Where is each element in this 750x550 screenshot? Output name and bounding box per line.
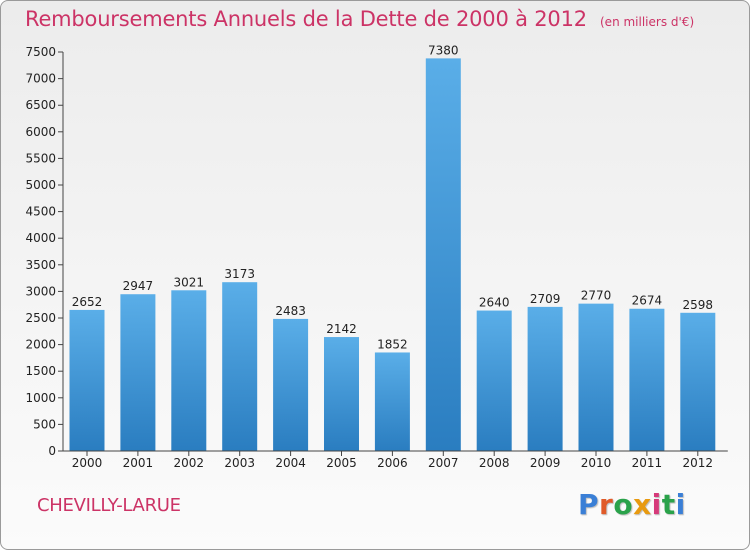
y-tick-label: 3500 — [25, 258, 56, 272]
bar-2001 — [120, 294, 156, 451]
logo-letter: i — [651, 488, 662, 521]
proxiti-logo[interactable]: Proxiti — [578, 488, 686, 521]
bar-2000 — [69, 309, 105, 451]
bar-2002 — [171, 290, 207, 451]
bar-2003 — [222, 282, 258, 451]
bar-2012 — [680, 312, 716, 451]
commune-name: CHEVILLY-LARUE — [37, 495, 181, 516]
y-tick-label: 4000 — [25, 231, 56, 245]
logo-letter: t — [661, 488, 676, 521]
y-tick-label: 4500 — [25, 205, 56, 219]
bars — [69, 58, 716, 451]
x-tick-label-2001: 2001 — [123, 456, 154, 470]
y-tick-label: 5000 — [25, 178, 56, 192]
logo-letter: r — [599, 488, 614, 521]
y-tick-label: 7000 — [25, 72, 56, 86]
bar-2007 — [425, 58, 461, 451]
bar-2010 — [578, 303, 614, 451]
bar-2009 — [527, 306, 563, 451]
chart-header: Remboursements Annuels de la Dette de 20… — [25, 7, 694, 31]
x-axis: 2000 2001 2002 2003 2004 2005 2006 2007 2008 2009… — [63, 450, 728, 470]
x-tick-label-2010: 2010 — [581, 456, 612, 470]
data-label-2004: 2483 — [275, 304, 306, 318]
data-label-2009: 2709 — [530, 292, 561, 306]
x-tick-label-2005: 2005 — [326, 456, 357, 470]
y-tick-label: 1000 — [25, 391, 56, 405]
data-label-2002: 3021 — [174, 275, 205, 289]
data-label-2000: 2652 — [72, 295, 103, 309]
x-tick-label-2004: 2004 — [275, 456, 306, 470]
x-tick-label-2000: 2000 — [72, 456, 103, 470]
y-tick-label: 2500 — [25, 311, 56, 325]
data-label-2012: 2598 — [683, 298, 714, 312]
data-label-2007: 7380 — [428, 43, 459, 57]
data-label-2003: 3173 — [224, 267, 255, 281]
logo-letter: P — [578, 488, 600, 521]
x-tick-label-2011: 2011 — [632, 456, 663, 470]
bar-2011 — [629, 308, 665, 451]
x-tick-label-2006: 2006 — [377, 456, 408, 470]
y-tick-label: 500 — [33, 417, 56, 431]
data-label-2008: 2640 — [479, 296, 510, 310]
y-tick-label: 5500 — [25, 151, 56, 165]
bar-2008 — [476, 310, 512, 451]
data-label-2001: 2947 — [123, 279, 154, 293]
x-tick-label-2007: 2007 — [428, 456, 459, 470]
chart-unit: (en milliers d'€) — [600, 15, 695, 29]
y-tick-label: 2000 — [25, 338, 56, 352]
bar-2005 — [324, 337, 359, 451]
y-tick-label: 3000 — [25, 284, 56, 298]
data-label-2010: 2770 — [581, 289, 612, 303]
x-tick-label-2008: 2008 — [479, 456, 510, 470]
logo-letter: o — [613, 488, 634, 521]
y-axis: 0 500 1000 1500 2000 2500 3000 3500 4000 4500 5000… — [25, 45, 64, 458]
x-tick-label-2009: 2009 — [530, 456, 561, 470]
y-tick-label: 0 — [48, 444, 56, 458]
data-label-2011: 2674 — [632, 294, 663, 308]
x-tick-label-2002: 2002 — [174, 456, 205, 470]
chart-title: Remboursements Annuels de la Dette de 20… — [25, 7, 587, 31]
y-tick-label: 6500 — [25, 98, 56, 112]
x-tick-label-2012: 2012 — [683, 456, 714, 470]
bar-2004 — [273, 318, 309, 451]
data-labels: 2652 2947 3021 3173 2483 2142 1852 7380 2640 2709… — [72, 43, 713, 351]
x-tick-label-2003: 2003 — [224, 456, 255, 470]
logo-letter: x — [633, 488, 652, 521]
bar-2006 — [374, 352, 410, 451]
y-tick-label: 7500 — [25, 45, 56, 59]
y-tick-label: 6000 — [25, 125, 56, 139]
logo-letter: i — [675, 488, 686, 521]
data-label-2005: 2142 — [326, 322, 357, 336]
data-label-2006: 1852 — [377, 337, 408, 351]
y-tick-label: 1500 — [25, 364, 56, 378]
